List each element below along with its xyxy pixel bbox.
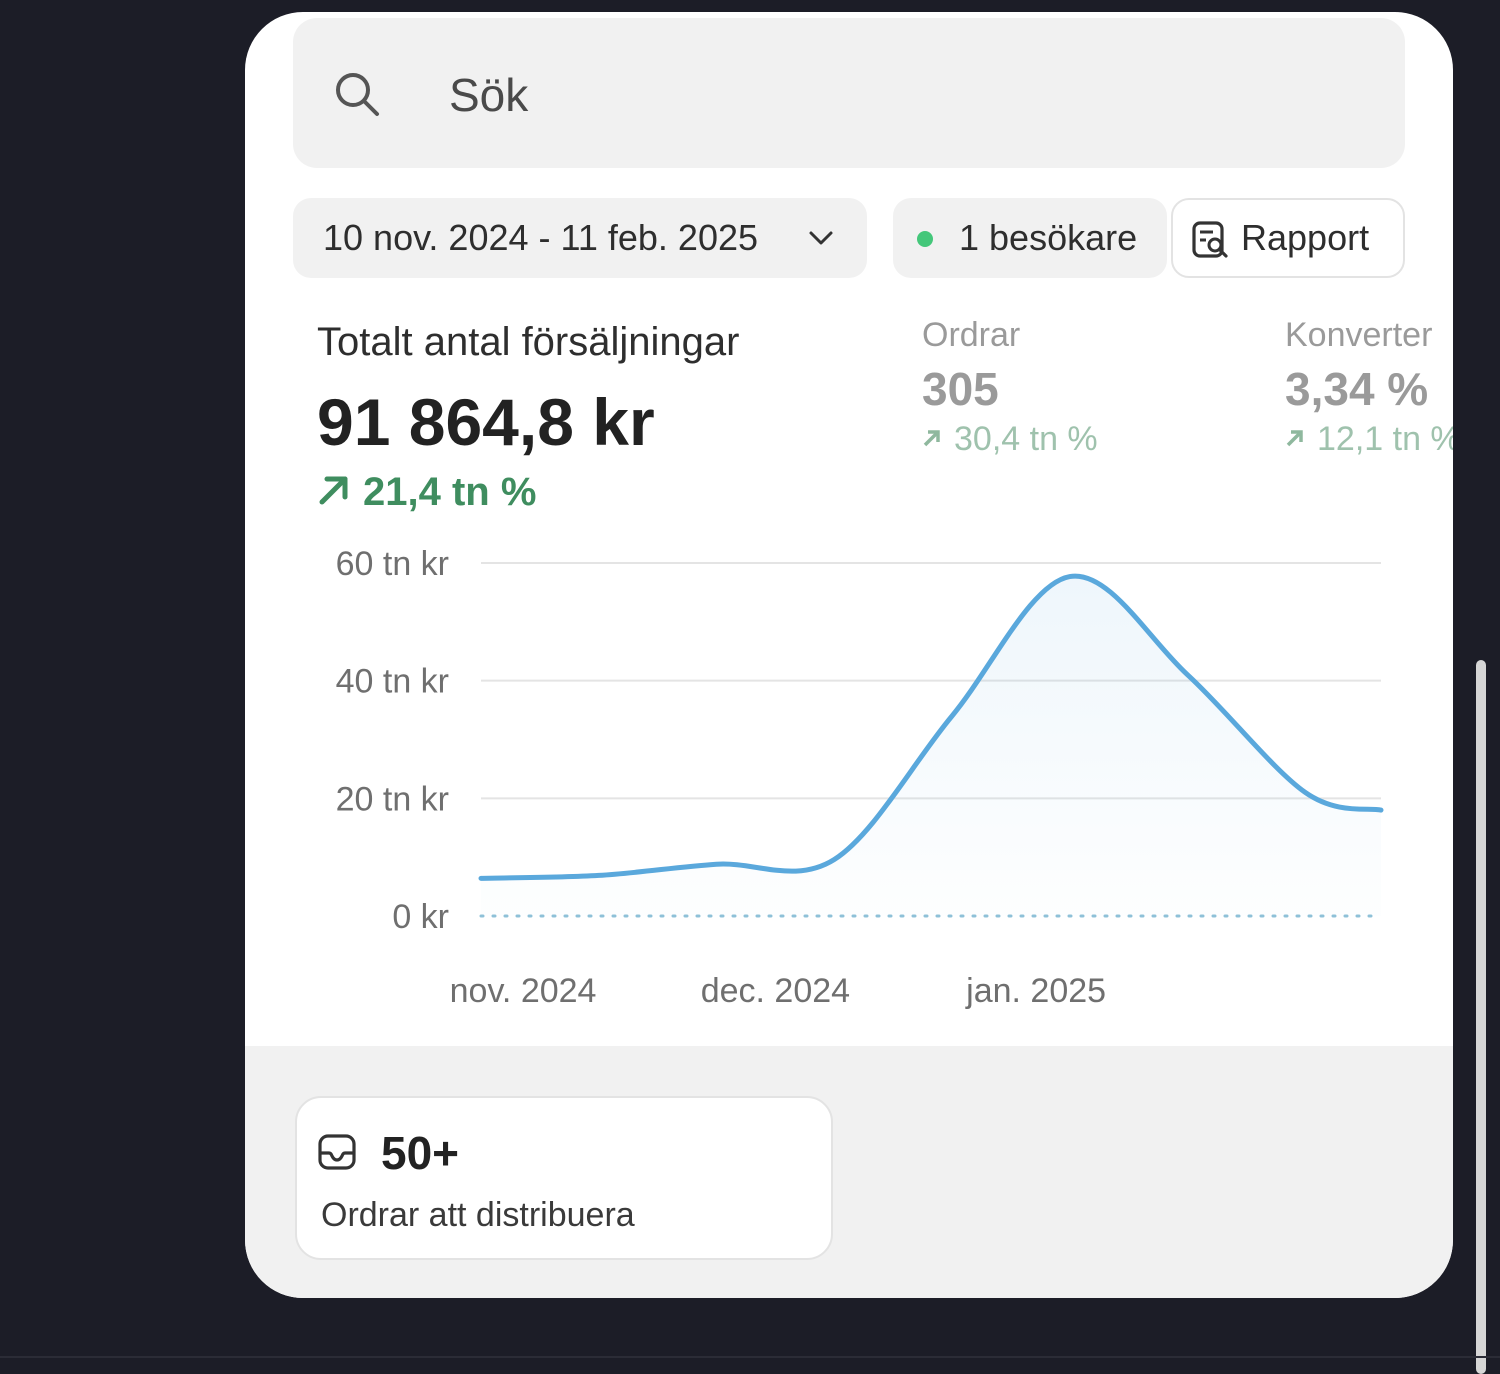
date-range-label: 10 nov. 2024 - 11 feb. 2025: [323, 217, 759, 258]
search-placeholder: Sök: [449, 69, 529, 121]
y-tick-label: 0 kr: [392, 898, 449, 936]
conversion-trend-value: 12,1 tn %: [1317, 420, 1453, 458]
chevron-down-icon: [809, 231, 833, 245]
search-icon: [336, 73, 379, 116]
orders-to-fulfill-tile[interactable]: 50+ Ordrar att distribuera: [295, 1096, 833, 1260]
orders-value: 305: [922, 363, 999, 415]
live-status-dot: [917, 231, 933, 247]
bottom-section: 50+ Ordrar att distribuera: [245, 1046, 1453, 1298]
arrow-up-right-icon: [923, 430, 940, 447]
date-range-button[interactable]: 10 nov. 2024 - 11 feb. 2025: [293, 198, 867, 278]
orders-trend: 30,4 tn %: [922, 420, 1098, 459]
total-sales-label[interactable]: Totalt antal försäljningar: [317, 320, 740, 364]
x-tick-label: nov. 2024: [450, 972, 597, 1010]
search-input[interactable]: Sök: [293, 18, 1405, 168]
orders-to-fulfill-count: 50+: [381, 1127, 460, 1179]
total-sales-trend: 21,4 tn %: [317, 470, 536, 515]
conversion-trend: 12,1 tn %: [1285, 420, 1453, 459]
live-visitors-button[interactable]: 1 besökare: [893, 198, 1167, 278]
arrow-up-right-icon: [1286, 430, 1303, 447]
inbox-icon: [318, 1134, 356, 1170]
x-tick-label: dec. 2024: [701, 972, 850, 1010]
total-sales-trend-value: 21,4 tn %: [363, 470, 537, 514]
scrollbar[interactable]: [1476, 660, 1486, 1374]
orders-trend-value: 30,4 tn %: [954, 420, 1098, 458]
sales-line: [478, 573, 1384, 881]
divider: [0, 1356, 1500, 1358]
visitors-label: 1 besökare: [959, 217, 1138, 258]
sales-chart[interactable]: 60 tn kr 40 tn kr 20 tn kr 0 kr nov. 2024 de…: [245, 532, 1453, 1032]
arrow-up-right-icon: [319, 476, 348, 505]
dashboard-card: Sök 10 nov. 2024 - 11 feb. 2025 1 besöka…: [245, 12, 1453, 1298]
conversion-value: 3,34 %: [1285, 363, 1429, 415]
y-tick-label: 20 tn kr: [336, 780, 449, 818]
report-label: Rapport: [1241, 217, 1370, 258]
y-tick-label: 40 tn kr: [336, 663, 449, 701]
y-tick-label: 60 tn kr: [336, 545, 449, 583]
conversion-label[interactable]: Konverter: [1285, 316, 1433, 354]
report-icon: [1192, 221, 1228, 258]
x-tick-label: jan. 2025: [965, 972, 1106, 1010]
report-button[interactable]: Rapport: [1171, 198, 1405, 278]
orders-label[interactable]: Ordrar: [922, 316, 1021, 354]
orders-to-fulfill-label: Ordrar att distribuera: [321, 1196, 635, 1234]
total-sales-value: 91 864,8 kr: [317, 385, 655, 459]
